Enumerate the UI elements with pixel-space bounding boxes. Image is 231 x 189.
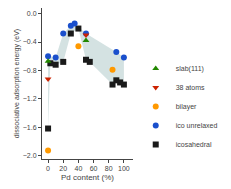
svg-text:40: 40 (75, 165, 83, 172)
svg-text:0.0: 0.0 (27, 10, 37, 17)
svg-text:−0.8: −0.8 (23, 67, 37, 74)
svg-text:100: 100 (118, 165, 130, 172)
svg-text:−1.6: −1.6 (23, 124, 37, 131)
svg-text:60: 60 (90, 165, 98, 172)
svg-text:Pd content (%): Pd content (%) (61, 173, 114, 182)
svg-text:slab(111): slab(111) (176, 65, 204, 73)
svg-text:−0.4: −0.4 (23, 38, 37, 45)
svg-text:icosahedral: icosahedral (176, 141, 212, 148)
svg-text:80: 80 (105, 165, 113, 172)
svg-text:−2.0: −2.0 (23, 152, 37, 159)
svg-text:−1.2: −1.2 (23, 95, 37, 102)
svg-text:dissociative adsorption energy: dissociative adsorption energy (eV) (13, 29, 21, 138)
svg-text:0: 0 (46, 165, 50, 172)
svg-text:20: 20 (59, 165, 67, 172)
svg-text:38 atoms: 38 atoms (176, 84, 205, 91)
svg-text:ico unrelaxed: ico unrelaxed (176, 122, 218, 129)
svg-text:bilayer: bilayer (176, 103, 197, 111)
